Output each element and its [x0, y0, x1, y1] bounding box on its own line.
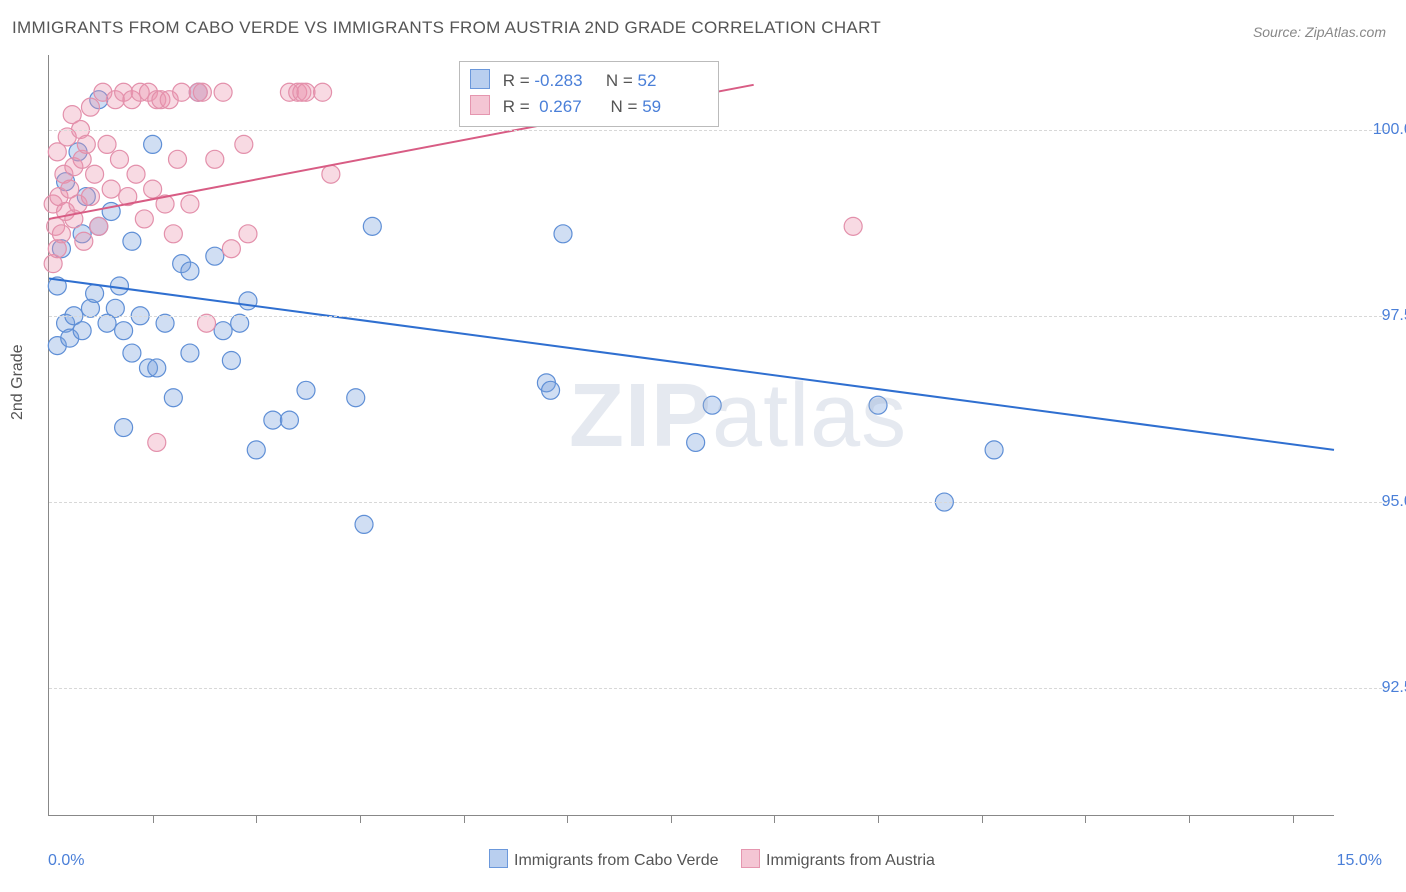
n-value: 52	[637, 68, 699, 94]
scatter-svg	[49, 55, 1334, 815]
chart-title: IMMIGRANTS FROM CABO VERDE VS IMMIGRANTS…	[12, 18, 881, 38]
y-tick-label: 97.5%	[1382, 307, 1406, 325]
n-value: 59	[642, 94, 704, 120]
source-attribution: Source: ZipAtlas.com	[1253, 24, 1386, 40]
r-value: -0.283	[534, 68, 596, 94]
swatch-cabo-verde-icon	[470, 69, 490, 89]
corr-row-austria: R = 0.267 N = 59	[470, 94, 704, 120]
r-value: 0.267	[539, 94, 601, 120]
bottom-legend: Immigrants from Cabo Verde Immigrants fr…	[0, 849, 1406, 870]
swatch-austria-icon	[741, 849, 760, 868]
y-tick-label: 100.0%	[1373, 121, 1406, 139]
y-tick-label: 92.5%	[1382, 679, 1406, 697]
swatch-cabo-verde-icon	[489, 849, 508, 868]
y-axis-label: 2nd Grade	[9, 344, 27, 420]
swatch-austria-icon	[470, 95, 490, 115]
y-tick-label: 95.0%	[1382, 493, 1406, 511]
corr-row-cabo-verde: R = -0.283 N = 52	[470, 68, 704, 94]
legend-label: Immigrants from Austria	[766, 852, 935, 869]
legend-label: Immigrants from Cabo Verde	[514, 852, 719, 869]
correlation-legend: R = -0.283 N = 52 R = 0.267 N = 59	[459, 61, 719, 127]
plot-area: ZIPatlas R = -0.283 N = 52 R = 0.267 N =…	[48, 55, 1334, 816]
